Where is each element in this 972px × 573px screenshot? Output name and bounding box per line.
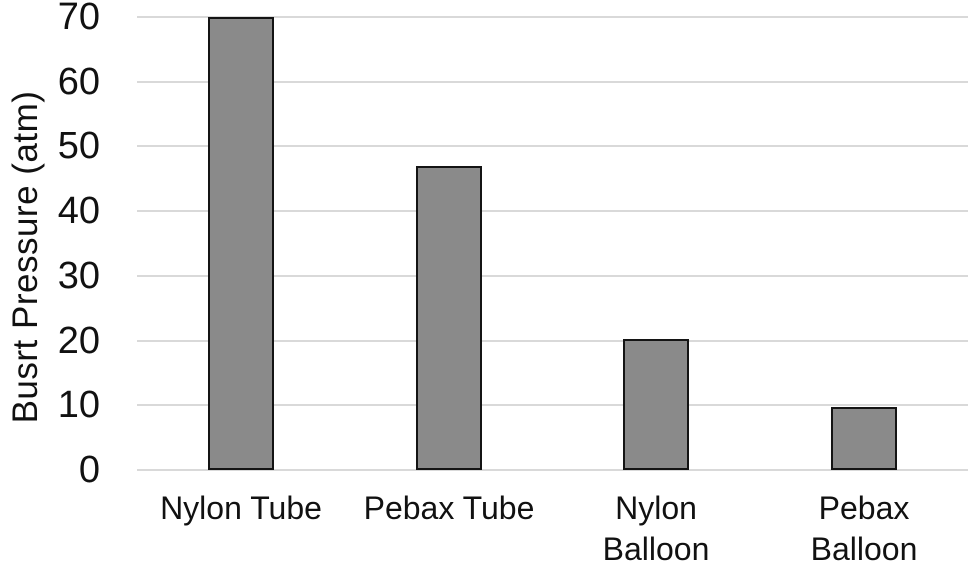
gridline-y-30 [137,275,968,277]
x-tick-label-line: Balloon [602,531,710,567]
y-tick-label-60: 60 [57,61,100,103]
gridline-y-0 [137,469,968,471]
gridline-y-70 [137,16,968,18]
gridline-y-10 [137,404,968,406]
y-tick-label-0: 0 [78,449,100,491]
x-tick-label-line: Balloon [810,531,918,567]
y-tick-label-50: 50 [57,125,100,167]
x-tick-label-line: Nylon [615,490,697,526]
x-tick-label-nylon-balloon: Nylon Balloon [541,488,771,570]
y-tick-label-10: 10 [57,384,100,426]
gridline-y-40 [137,210,968,212]
x-tick-label-pebax-tube: Pebax Tube [334,488,564,529]
x-tick-label-line: Pebax [818,490,910,526]
x-tick-label-line: Pebax Tube [363,490,535,526]
bar-nylon-balloon [623,339,689,470]
bar-nylon-tube [208,17,274,470]
y-tick-label-30: 30 [57,255,100,297]
bar-pebax-tube [416,166,482,470]
y-tick-label-20: 20 [57,320,100,362]
y-tick-label-40: 40 [57,190,100,232]
bar-pebax-balloon [831,407,897,470]
x-tick-label-nylon-tube: Nylon Tube [126,488,356,529]
y-tick-label-70: 70 [57,0,100,38]
gridline-y-50 [137,145,968,147]
x-tick-label-pebax-balloon: Pebax Balloon [749,488,972,570]
gridline-y-20 [137,340,968,342]
plot-area [137,16,968,471]
x-tick-label-line: Nylon Tube [160,490,322,526]
gridline-y-60 [137,81,968,83]
